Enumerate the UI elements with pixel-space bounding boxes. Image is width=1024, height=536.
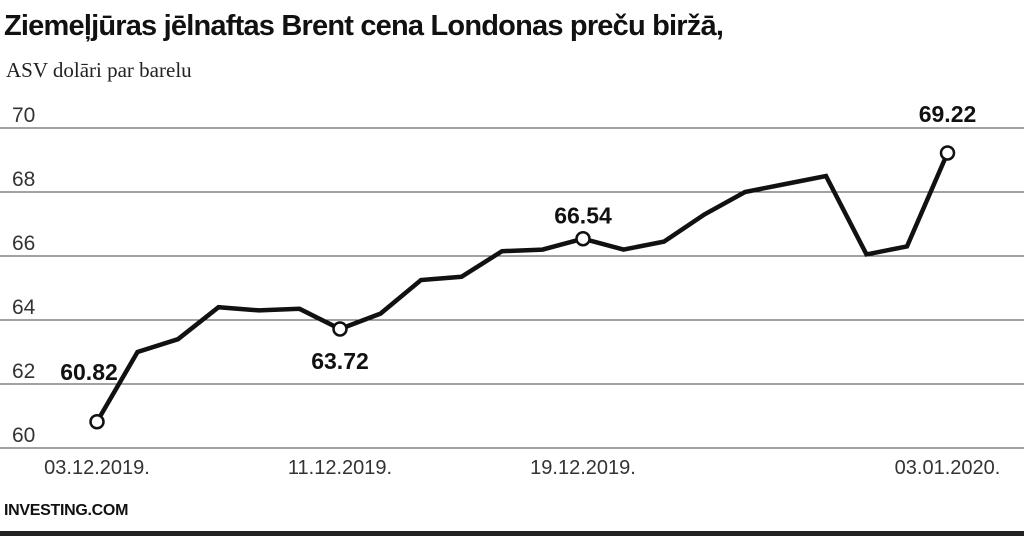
y-tick-label: 60 — [12, 424, 35, 447]
y-tick-label: 62 — [12, 360, 35, 383]
series-line — [94, 150, 950, 425]
y-axis-ticks: 70 68 66 64 62 60 — [12, 104, 36, 447]
chart-title: Ziemeļjūras jēlnaftas Brent cena Londona… — [4, 10, 724, 42]
source-credit: INVESTING.COM — [4, 502, 129, 519]
data-label: 63.72 — [311, 348, 369, 374]
data-point-marker — [575, 230, 591, 247]
data-label: 60.82 — [60, 359, 118, 385]
x-tick-label: 19.12.2019. — [530, 457, 636, 479]
data-label-group: 60.82 63.72 66.54 69.22 — [60, 101, 976, 385]
x-axis-ticks: 03.12.2019. 11.12.2019. 19.12.2019. 03.01.2… — [44, 457, 1000, 479]
y-tick-label: 64 — [12, 296, 36, 319]
series-group — [94, 150, 950, 425]
unit-label: ASV dolāri par barelu — [6, 58, 192, 82]
x-tick-label: 11.12.2019. — [288, 457, 392, 479]
data-point-marker — [939, 145, 956, 161]
data-label: 66.54 — [554, 203, 612, 229]
data-label: 69.22 — [919, 101, 977, 127]
x-tick-label: 03.12.2019. — [44, 457, 150, 479]
bottom-rule — [0, 531, 1024, 536]
data-point-marker — [89, 414, 105, 430]
y-tick-label: 70 — [12, 104, 35, 127]
x-tick-label: 03.01.2020. — [895, 457, 1001, 479]
y-tick-label: 68 — [12, 168, 35, 191]
grid-lines — [0, 127, 1024, 449]
marker-group — [89, 145, 956, 430]
data-point-marker — [332, 321, 348, 337]
y-tick-label: 66 — [12, 232, 35, 255]
